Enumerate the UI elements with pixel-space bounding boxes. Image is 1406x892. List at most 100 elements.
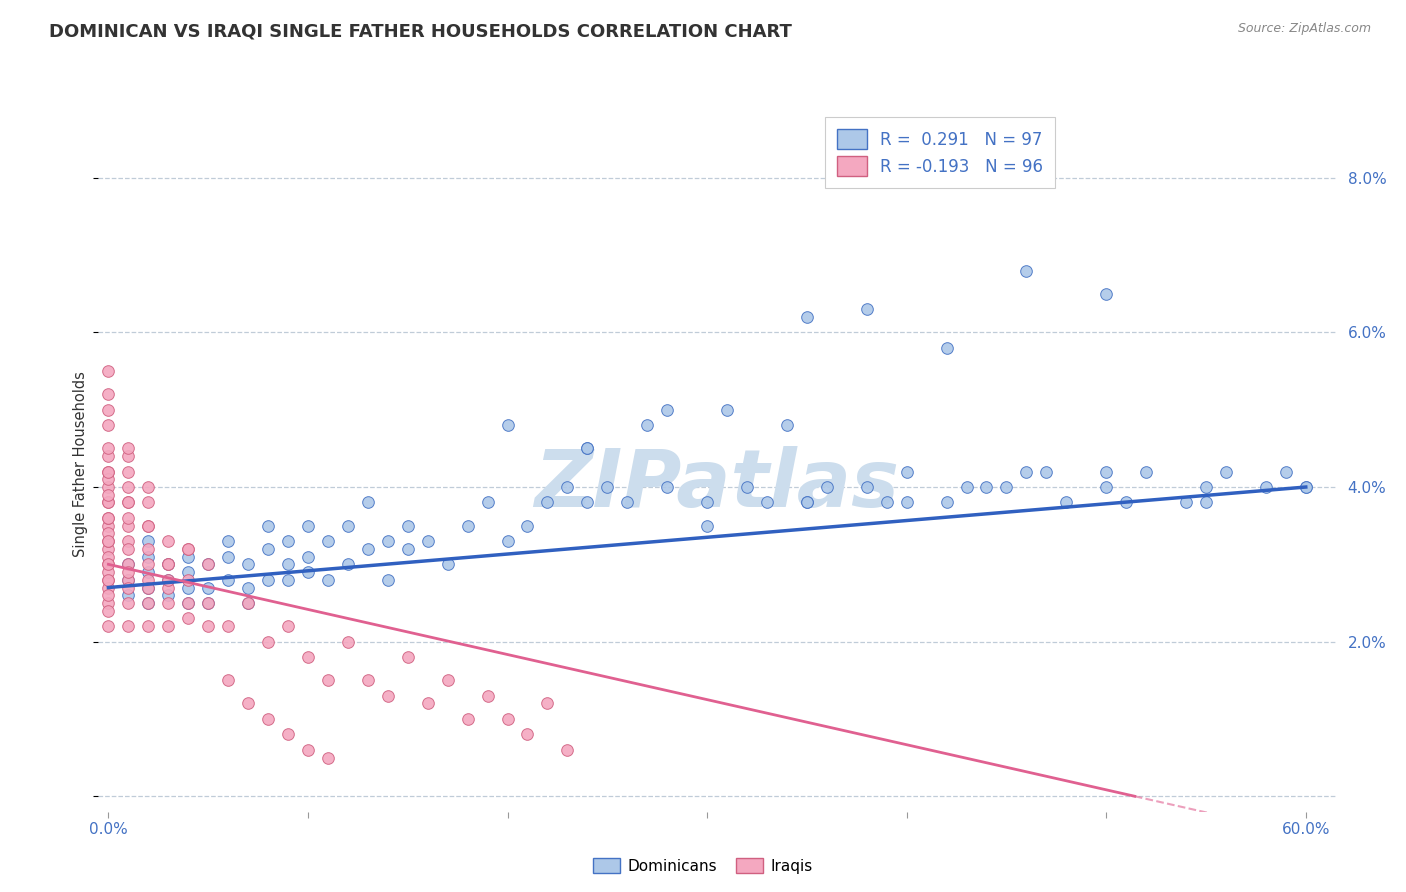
Point xyxy=(97,480,120,494)
Point xyxy=(97,402,120,417)
Point xyxy=(496,712,519,726)
Point xyxy=(177,581,200,595)
Point xyxy=(136,541,159,556)
Point xyxy=(97,465,120,479)
Point xyxy=(157,596,180,610)
Point xyxy=(157,558,180,572)
Point xyxy=(236,596,259,610)
Point xyxy=(257,712,280,726)
Point xyxy=(696,518,718,533)
Point xyxy=(97,565,120,579)
Point xyxy=(416,697,439,711)
Point xyxy=(97,511,120,525)
Point xyxy=(136,518,159,533)
Point xyxy=(177,541,200,556)
Point xyxy=(316,750,339,764)
Point xyxy=(496,418,519,433)
Point xyxy=(1115,495,1137,509)
Point xyxy=(297,549,319,564)
Point xyxy=(117,518,139,533)
Point xyxy=(97,465,120,479)
Point xyxy=(236,596,259,610)
Point xyxy=(136,573,159,587)
Point xyxy=(696,495,718,509)
Point xyxy=(97,534,120,549)
Point xyxy=(576,495,599,509)
Point xyxy=(97,558,120,572)
Text: DOMINICAN VS IRAQI SINGLE FATHER HOUSEHOLDS CORRELATION CHART: DOMINICAN VS IRAQI SINGLE FATHER HOUSEHO… xyxy=(49,22,792,40)
Point xyxy=(277,727,299,741)
Point xyxy=(197,581,219,595)
Point xyxy=(157,619,180,633)
Point xyxy=(217,573,239,587)
Point xyxy=(157,573,180,587)
Point xyxy=(117,442,139,456)
Point xyxy=(1135,465,1157,479)
Point xyxy=(396,650,419,665)
Point xyxy=(117,558,139,572)
Point xyxy=(496,534,519,549)
Point xyxy=(136,480,159,494)
Point xyxy=(336,558,359,572)
Point xyxy=(97,596,120,610)
Point xyxy=(516,518,538,533)
Point xyxy=(236,558,259,572)
Point xyxy=(935,341,957,355)
Point xyxy=(136,596,159,610)
Point xyxy=(117,534,139,549)
Point xyxy=(855,480,877,494)
Point xyxy=(257,541,280,556)
Point xyxy=(1015,465,1038,479)
Legend: R =  0.291   N = 97, R = -0.193   N = 96: R = 0.291 N = 97, R = -0.193 N = 96 xyxy=(825,118,1054,188)
Point xyxy=(136,565,159,579)
Point xyxy=(377,573,399,587)
Point xyxy=(436,558,458,572)
Point xyxy=(755,495,778,509)
Point xyxy=(316,573,339,587)
Point xyxy=(277,573,299,587)
Point xyxy=(136,581,159,595)
Point xyxy=(1275,465,1298,479)
Point xyxy=(876,495,898,509)
Point xyxy=(576,442,599,456)
Point xyxy=(97,511,120,525)
Point xyxy=(336,634,359,648)
Point xyxy=(117,511,139,525)
Point xyxy=(815,480,838,494)
Point xyxy=(377,534,399,549)
Point xyxy=(396,518,419,533)
Point xyxy=(776,418,799,433)
Point xyxy=(136,596,159,610)
Legend: Dominicans, Iraqis: Dominicans, Iraqis xyxy=(586,852,820,880)
Point xyxy=(1095,286,1118,301)
Point xyxy=(97,573,120,587)
Point xyxy=(97,558,120,572)
Point xyxy=(177,565,200,579)
Point xyxy=(197,558,219,572)
Point xyxy=(257,518,280,533)
Point xyxy=(1295,480,1317,494)
Point xyxy=(117,480,139,494)
Point xyxy=(477,495,499,509)
Point xyxy=(117,573,139,587)
Point xyxy=(257,573,280,587)
Text: ZIPatlas: ZIPatlas xyxy=(534,446,900,524)
Point xyxy=(117,573,139,587)
Point xyxy=(576,442,599,456)
Point xyxy=(557,480,579,494)
Point xyxy=(117,581,139,595)
Point xyxy=(557,743,579,757)
Point xyxy=(136,619,159,633)
Point xyxy=(97,588,120,602)
Point xyxy=(97,541,120,556)
Text: Source: ZipAtlas.com: Source: ZipAtlas.com xyxy=(1237,22,1371,36)
Point xyxy=(297,518,319,533)
Point xyxy=(136,558,159,572)
Point xyxy=(157,588,180,602)
Point xyxy=(1054,495,1077,509)
Point xyxy=(1215,465,1237,479)
Point xyxy=(316,534,339,549)
Point xyxy=(117,588,139,602)
Point xyxy=(97,534,120,549)
Point xyxy=(457,712,479,726)
